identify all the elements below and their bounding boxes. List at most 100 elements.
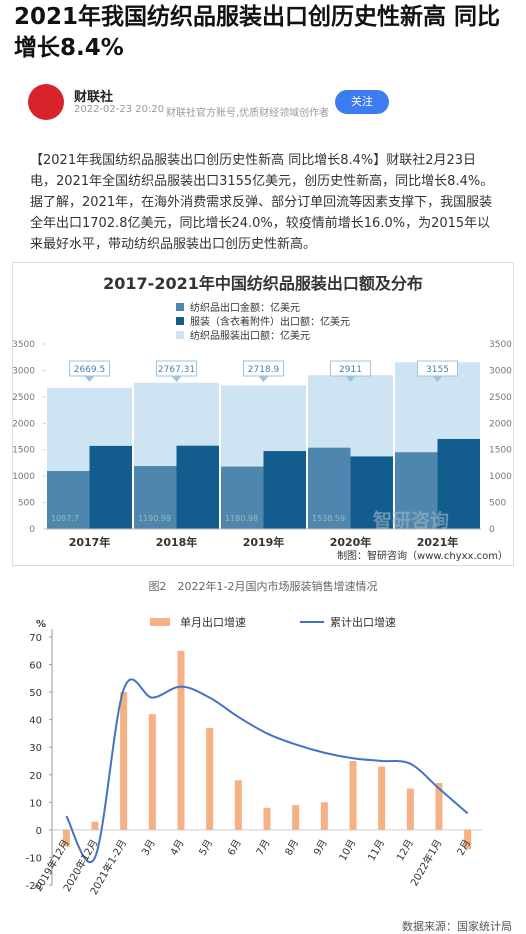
data-label-pointer	[171, 376, 182, 382]
x-tick-label: 11月	[366, 837, 388, 863]
x-tick-label: 2019年	[243, 535, 285, 549]
y-tick-label: 0	[36, 826, 42, 837]
source: 数据来源：国家统计局	[402, 920, 512, 933]
bar	[177, 650, 185, 830]
bar	[308, 447, 351, 529]
y-tick-label: -10	[26, 853, 42, 864]
bar	[62, 829, 70, 847]
data-label: 1097.7	[51, 514, 79, 523]
bar	[292, 805, 300, 830]
x-tick-label: 2018年	[156, 535, 198, 549]
bar	[320, 802, 328, 830]
data-label-pointer	[432, 376, 443, 382]
legend-label: 纺织品出口金额：亿美元	[190, 301, 300, 314]
footnote: 制图：智研咨询（www.chyxx.com）	[337, 549, 508, 562]
y-tick-label: 3000	[12, 366, 35, 376]
data-label: 2767.31	[158, 365, 195, 375]
bar	[395, 452, 438, 529]
data-label: 2669.5	[74, 365, 106, 375]
data-label: 1180.98	[225, 514, 258, 523]
bar	[47, 470, 90, 529]
bar	[378, 766, 386, 830]
y-tick-label: 500	[18, 499, 35, 509]
y-tick-label: 1500	[12, 446, 35, 456]
x-tick-label: 2020年	[330, 535, 372, 549]
bar	[263, 451, 306, 529]
bar	[206, 727, 214, 830]
figure-caption: 图2 2022年1-2月国内市场服装销售增速情况	[148, 580, 378, 593]
author-description: 财联社官方账号,优质财经领域创作者	[166, 108, 330, 119]
bar	[437, 438, 480, 529]
x-tick-label: 8月	[283, 837, 302, 857]
y2-tick-label: 500	[489, 499, 506, 509]
y-tick-label: 20	[29, 771, 42, 782]
bar	[89, 445, 132, 529]
data-label: 2911	[339, 365, 362, 375]
x-tick-label: 6月	[225, 837, 244, 857]
bar	[134, 466, 177, 529]
legend-marker	[176, 331, 184, 339]
article-paragraph: 【2021年我国纺织品服装出口创历史性新高 同比增长8.4%】财联社2月23日电…	[30, 153, 494, 252]
data-label: 3155	[426, 365, 449, 375]
chart: 2017-2021年中国纺织品服装出口额及分布纺织品出口金额：亿美元服装（含衣着…	[12, 262, 514, 566]
y-tick-label: 0	[29, 525, 35, 535]
bar	[176, 445, 219, 529]
y-tick-label: -20	[26, 881, 42, 892]
bar	[263, 807, 271, 830]
legend-marker	[176, 317, 184, 325]
legend-marker	[176, 303, 184, 311]
y-tick-label: 10	[29, 798, 42, 809]
bar	[221, 466, 264, 529]
y-tick-label: 2000	[12, 419, 35, 429]
bar	[406, 788, 414, 830]
y2-tick-label: 2000	[489, 419, 512, 429]
y2-tick-label: 3500	[489, 340, 512, 350]
chart-title: 2017-2021年中国纺织品服装出口额及分布	[103, 274, 423, 293]
legend-marker	[150, 618, 170, 626]
x-tick-label: 4月	[168, 837, 187, 857]
y2-tick-label: 1500	[489, 446, 512, 456]
data-label: 2718.9	[248, 365, 280, 375]
y2-tick-label: 2500	[489, 393, 512, 403]
bar	[350, 456, 393, 529]
x-tick-label: 12月	[394, 837, 416, 863]
y-tick-label: 60	[29, 661, 42, 672]
y2-tick-label: 1000	[489, 472, 512, 482]
line	[65, 678, 469, 863]
follow-button[interactable]: 关注	[335, 90, 389, 114]
data-label-pointer	[84, 376, 95, 382]
bar	[349, 761, 357, 830]
data-label-pointer	[345, 376, 356, 382]
x-tick-label: 2017年	[69, 535, 111, 549]
date: 2022-02-23 20:20	[74, 104, 165, 115]
x-tick-label: 7月	[254, 837, 273, 857]
y-tick-label: 40	[29, 716, 42, 727]
x-tick-label: 2021年	[417, 535, 459, 549]
legend-label: 服装（含衣着附件）出口额：亿美元	[190, 315, 350, 328]
author: 财联社	[74, 90, 114, 105]
author-logo	[28, 84, 64, 120]
legend-label: 单月出口增速	[180, 615, 246, 629]
data-label: 1190.99	[138, 514, 171, 523]
y-tick-label: 1000	[12, 472, 35, 482]
y-tick-label: 50	[29, 688, 42, 699]
bar	[234, 780, 242, 830]
x-tick-label: 5月	[197, 837, 216, 857]
data-label: 1538.59	[312, 514, 345, 523]
x-tick-label: 10月	[337, 837, 359, 863]
bar	[120, 692, 128, 830]
bar	[91, 821, 99, 830]
y-tick-label: 70	[29, 633, 42, 644]
bar	[148, 714, 156, 830]
legend-label: 累计出口增速	[330, 615, 396, 629]
y-tick-label: 30	[29, 743, 42, 754]
y-tick-label: 3500	[12, 340, 35, 350]
y2-tick-label: 3000	[489, 366, 512, 376]
legend-label: 纺织品服装出口额：亿美元	[190, 329, 310, 342]
y2-tick-label: 0	[489, 525, 495, 535]
data-label-pointer	[258, 376, 269, 382]
article-title: 2021年我国纺织品服装出口创历史性新高 同比增长8.4%	[14, 4, 501, 61]
bar	[464, 829, 472, 850]
